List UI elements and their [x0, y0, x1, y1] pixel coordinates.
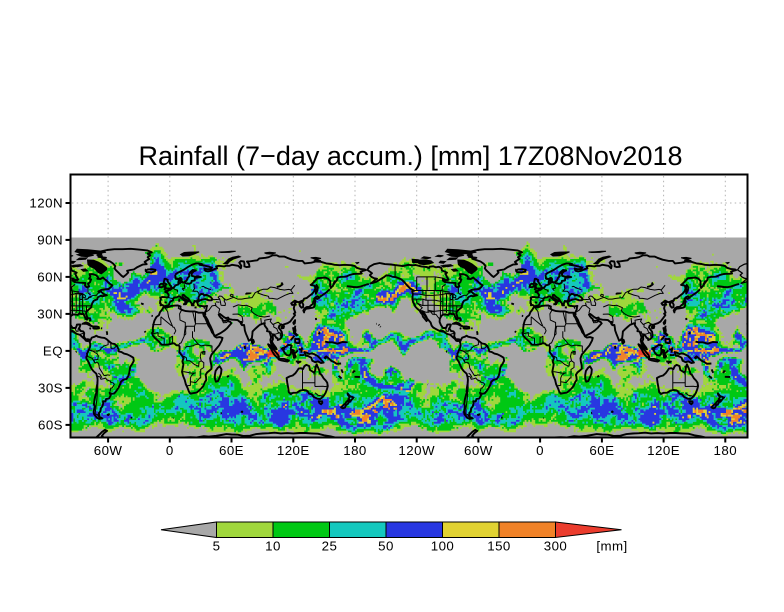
svg-text:Rainfall (7−day accum.) [mm] 1: Rainfall (7−day accum.) [mm] 17Z08Nov201…: [139, 141, 683, 171]
svg-text:180: 180: [343, 443, 367, 458]
svg-text:60E: 60E: [219, 443, 244, 458]
svg-text:60N: 60N: [37, 270, 63, 285]
svg-text:30S: 30S: [38, 381, 63, 396]
svg-text:60E: 60E: [589, 443, 614, 458]
svg-text:120E: 120E: [647, 443, 680, 458]
svg-text:0: 0: [536, 443, 544, 458]
svg-text:[mm]: [mm]: [596, 539, 627, 554]
svg-text:0: 0: [166, 443, 174, 458]
svg-text:100: 100: [431, 539, 455, 554]
svg-text:90N: 90N: [37, 233, 63, 248]
svg-text:120W: 120W: [398, 443, 435, 458]
svg-text:150: 150: [487, 539, 511, 554]
svg-text:10: 10: [265, 539, 281, 554]
svg-text:300: 300: [544, 539, 568, 554]
svg-text:60W: 60W: [464, 443, 493, 458]
svg-text:50: 50: [378, 539, 394, 554]
svg-text:EQ: EQ: [43, 344, 63, 359]
svg-text:25: 25: [322, 539, 338, 554]
svg-text:5: 5: [213, 539, 221, 554]
svg-text:120E: 120E: [277, 443, 310, 458]
svg-text:60S: 60S: [38, 418, 63, 433]
svg-text:120N: 120N: [29, 196, 63, 211]
svg-text:30N: 30N: [37, 307, 63, 322]
svg-text:180: 180: [714, 443, 738, 458]
svg-text:60W: 60W: [94, 443, 123, 458]
